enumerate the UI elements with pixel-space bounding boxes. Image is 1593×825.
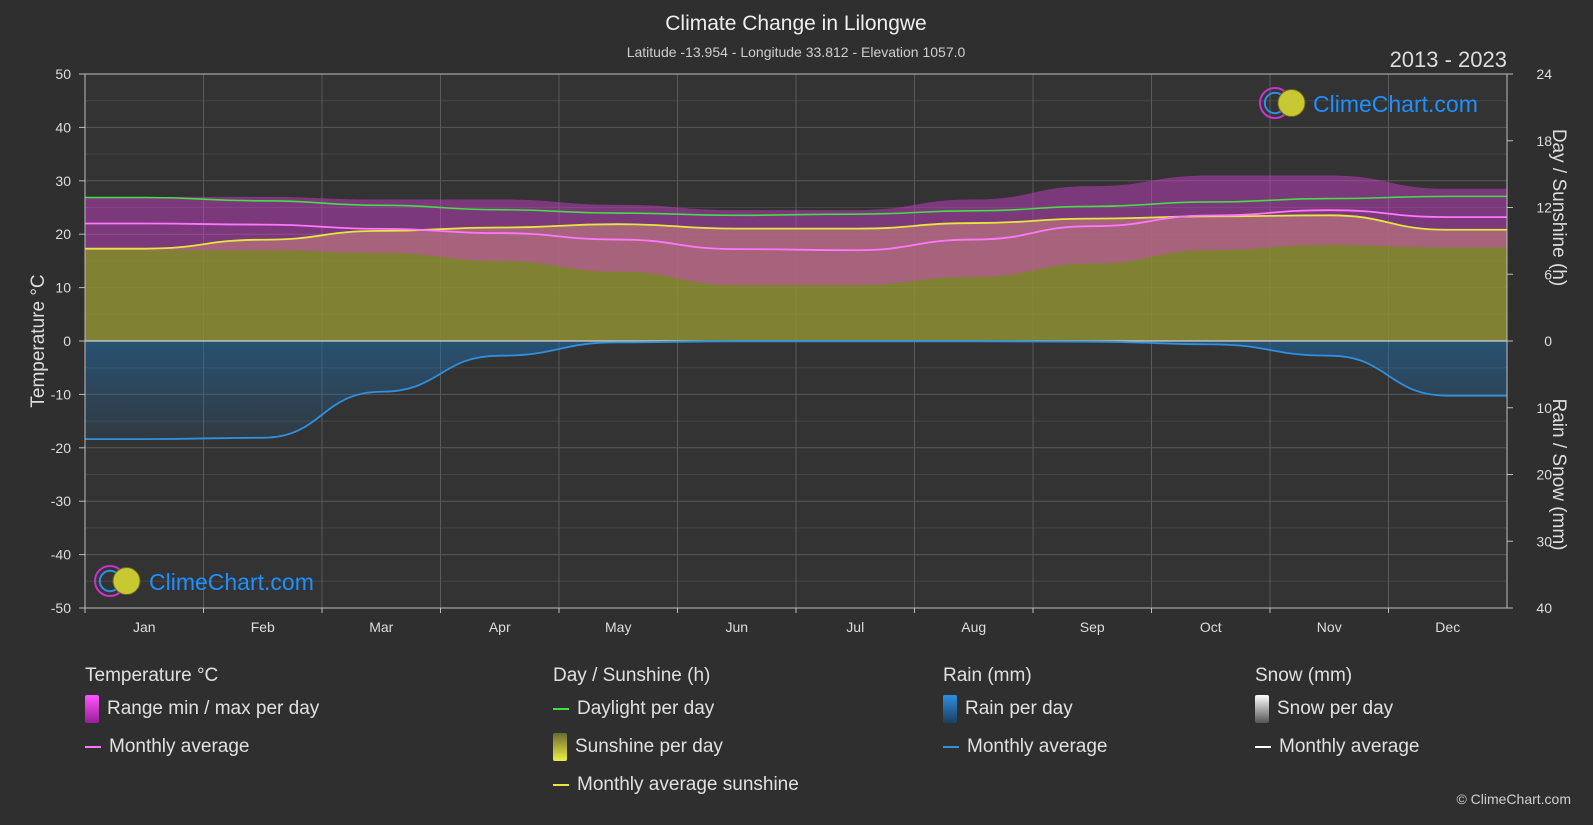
logo-sun-icon — [1277, 89, 1306, 117]
temp-avg-swatch — [85, 746, 101, 748]
month-label: Jun — [725, 619, 748, 635]
month-label: Sep — [1080, 619, 1105, 635]
legend: Temperature °C Range min / max per day M… — [0, 662, 1593, 822]
left-tick-label: -40 — [51, 547, 71, 563]
right-tick-label-mm: 10 — [1536, 400, 1552, 416]
rain-area — [85, 341, 1507, 440]
right-tick-label-hours: 6 — [1544, 266, 1552, 282]
legend-label: Daylight per day — [577, 698, 715, 719]
sunshine-area — [85, 215, 1507, 341]
legend-rain: Rain (mm) Rain per day Monthly average — [943, 662, 1107, 766]
month-label: Feb — [251, 619, 275, 635]
legend-heading-snow: Snow (mm) — [1255, 665, 1353, 686]
right-axis-title-sunshine: Day / Sunshine (h) — [1548, 129, 1569, 286]
legend-item-sunshine: Sunshine per day — [553, 728, 799, 766]
legend-temperature: Temperature °C Range min / max per day M… — [85, 662, 319, 766]
legend-item-rain-avg: Monthly average — [943, 728, 1107, 766]
legend-snow: Snow (mm) Snow per day Monthly average — [1255, 662, 1419, 766]
left-tick-label: 20 — [55, 226, 71, 242]
left-tick-label: 40 — [55, 119, 71, 135]
rain-swatch — [943, 695, 957, 723]
watermark-text-top: ClimeChart.com — [1313, 91, 1478, 117]
legend-item-snow: Snow per day — [1255, 690, 1419, 728]
right-axis-title-rain: Rain / Snow (mm) — [1548, 398, 1569, 550]
left-tick-label: -30 — [51, 493, 71, 509]
sunshine-average-line — [84, 214, 1507, 250]
legend-label: Rain per day — [965, 698, 1073, 719]
temperature-range-band — [85, 175, 1507, 285]
rain-avg-swatch — [943, 746, 959, 748]
left-tick-label: 50 — [55, 66, 71, 82]
legend-label: Snow per day — [1277, 698, 1394, 719]
right-tick-label-hours: 18 — [1536, 133, 1552, 149]
legend-heading-temperature: Temperature °C — [85, 665, 219, 686]
left-tick-label: -10 — [51, 386, 71, 402]
copyright-text: © ClimeChart.com — [1456, 791, 1571, 807]
axes — [79, 73, 1513, 613]
climate-chart: 50 40 30 20 10 0 -10 -20 -30 -40 -50 24 18 12 6 0 10 20 30… — [28, 12, 1569, 635]
left-tick-label: 30 — [55, 173, 71, 189]
daylight-line — [84, 195, 1507, 217]
daylight-swatch — [553, 708, 569, 710]
sunshine-swatch — [553, 733, 567, 761]
legend-item-sunshine-avg: Monthly average sunshine — [553, 766, 799, 804]
right-tick-label-hours: 12 — [1536, 200, 1552, 216]
temp-range-swatch — [85, 695, 99, 723]
temperature-average-line — [85, 209, 1507, 252]
month-label: Apr — [489, 619, 511, 635]
legend-item-temp-range: Range min / max per day — [85, 690, 319, 728]
legend-label: Monthly average — [109, 736, 250, 757]
month-label: Nov — [1317, 619, 1342, 635]
right-tick-label-mm: 30 — [1536, 533, 1552, 549]
left-tick-label: 10 — [55, 280, 71, 296]
legend-sunshine: Day / Sunshine (h) Daylight per day Suns… — [553, 662, 799, 804]
left-axis-title: Temperature °C — [28, 274, 49, 407]
left-tick-label: -50 — [51, 600, 71, 616]
month-label: Oct — [1200, 619, 1222, 635]
snow-avg-swatch — [1255, 746, 1271, 748]
left-tick-label: 0 — [63, 333, 71, 349]
legend-item-rain: Rain per day — [943, 690, 1107, 728]
legend-label: Monthly average sunshine — [577, 774, 799, 795]
right-tick-label-mm: 40 — [1536, 600, 1552, 616]
legend-item-snow-avg: Monthly average — [1255, 728, 1419, 766]
snow-swatch — [1255, 695, 1269, 723]
month-label: May — [605, 619, 631, 635]
month-label: Jul — [846, 619, 864, 635]
legend-label: Monthly average — [1279, 736, 1420, 757]
month-label: Jan — [133, 619, 156, 635]
right-tick-label-hours: 0 — [1544, 333, 1552, 349]
chart-text: 50 40 30 20 10 0 -10 -20 -30 -40 -50 24 18 12 6 0 10 20 30… — [28, 12, 1569, 635]
watermark-logo-bottom — [94, 565, 141, 597]
month-label: Aug — [961, 619, 986, 635]
legend-label: Range min / max per day — [107, 698, 320, 719]
month-label: Dec — [1435, 619, 1460, 635]
legend-label: Sunshine per day — [575, 736, 723, 757]
legend-item-daylight: Daylight per day — [553, 690, 799, 728]
sunshine-avg-swatch — [553, 784, 569, 786]
data-series — [84, 175, 1507, 441]
legend-item-temp-avg: Monthly average — [85, 728, 319, 766]
month-label: Mar — [369, 619, 393, 635]
rain-average-line — [84, 340, 1507, 441]
logo-sun-icon — [112, 567, 141, 595]
legend-heading-sunshine: Day / Sunshine (h) — [553, 665, 711, 686]
legend-heading-rain: Rain (mm) — [943, 665, 1032, 686]
left-tick-label: -20 — [51, 440, 71, 456]
watermark-logo-top — [1259, 87, 1306, 119]
chart-title: Climate Change in Lilongwe — [665, 12, 927, 35]
watermark-text-bottom: ClimeChart.com — [149, 569, 314, 595]
legend-label: Monthly average — [967, 736, 1108, 757]
right-tick-label-hours: 24 — [1536, 66, 1552, 82]
right-tick-label-mm: 20 — [1536, 467, 1552, 483]
chart-subtitle: Latitude -13.954 - Longitude 33.812 - El… — [627, 44, 966, 60]
period-label: 2013 - 2023 — [1390, 47, 1507, 72]
